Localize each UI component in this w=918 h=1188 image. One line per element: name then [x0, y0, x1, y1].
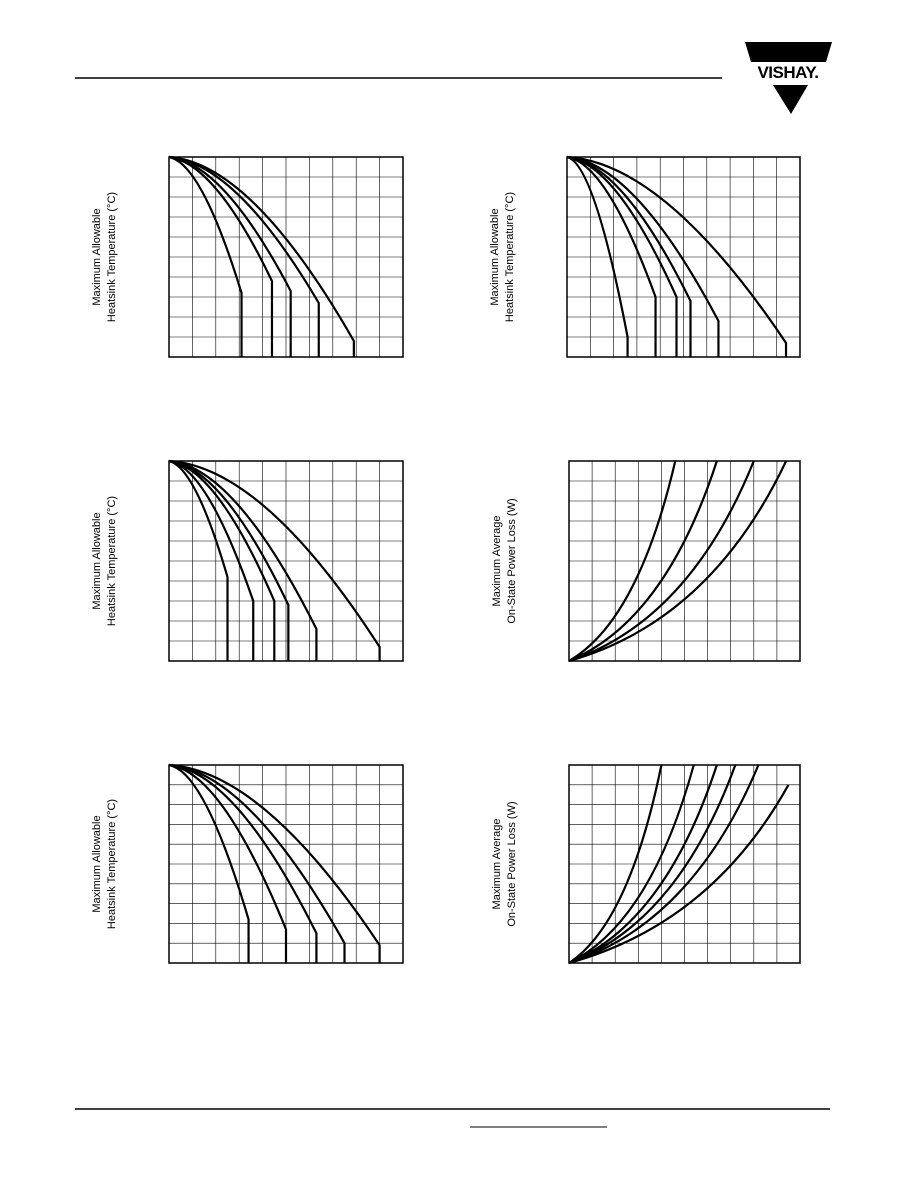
y-axis-label: Maximum Allowable — [91, 512, 103, 609]
curve — [566, 155, 788, 357]
y-axis-label: Heatsink Temperature (°C) — [106, 799, 118, 929]
curve — [168, 763, 288, 963]
chart: Maximum Average On-State Power Loss (W) — [491, 460, 801, 663]
curve — [168, 459, 381, 661]
curve — [168, 763, 346, 963]
y-axis-label: Maximum Allowable — [91, 208, 103, 305]
curve — [168, 459, 255, 661]
logo-bar — [745, 42, 832, 62]
curve — [568, 460, 755, 663]
plot-frame — [168, 460, 404, 662]
chart: Maximum Allowable Heatsink Temperature (°… — [489, 155, 801, 358]
y-axis-label: Maximum Average — [491, 516, 503, 607]
chart: Maximum Average On-State Power Loss (W) — [491, 764, 801, 965]
curve — [168, 459, 229, 661]
y-axis-label: Maximum Allowable — [489, 208, 501, 305]
plot-frame — [168, 764, 404, 964]
curve — [168, 155, 355, 357]
y-axis-label: On-State Power Loss (W) — [506, 498, 518, 623]
curve — [568, 764, 760, 965]
plot-frame — [568, 764, 801, 964]
logo-triangle — [773, 85, 808, 114]
curve — [568, 764, 663, 964]
y-axis-label: Maximum Allowable — [91, 815, 103, 912]
y-axis-label: Maximum Average — [491, 819, 503, 910]
curve — [168, 763, 381, 963]
plot-frame — [566, 156, 801, 358]
curve — [568, 764, 695, 964]
y-axis-label: Heatsink Temperature (°C) — [106, 192, 118, 322]
y-axis-label: Heatsink Temperature (°C) — [106, 496, 118, 626]
curve — [168, 155, 243, 357]
plot-frame — [168, 156, 404, 358]
plot-frame — [568, 460, 801, 662]
curve — [566, 155, 720, 357]
logo: VISHAY. — [757, 63, 818, 82]
curve — [168, 763, 250, 963]
curve — [568, 460, 718, 663]
chart: Maximum Allowable Heatsink Temperature (°… — [91, 763, 404, 964]
curve — [568, 764, 737, 965]
curve — [168, 459, 318, 661]
curve — [568, 460, 677, 662]
chart: Maximum Allowable Heatsink Temperature (°… — [91, 459, 404, 662]
curve — [568, 764, 718, 965]
y-axis-label: On-State Power Loss (W) — [506, 801, 518, 926]
y-axis-label: Heatsink Temperature (°C) — [504, 192, 516, 322]
chart: Maximum Allowable Heatsink Temperature (°… — [91, 155, 404, 358]
curve — [568, 460, 788, 663]
curve — [568, 784, 790, 965]
curve — [566, 155, 629, 357]
